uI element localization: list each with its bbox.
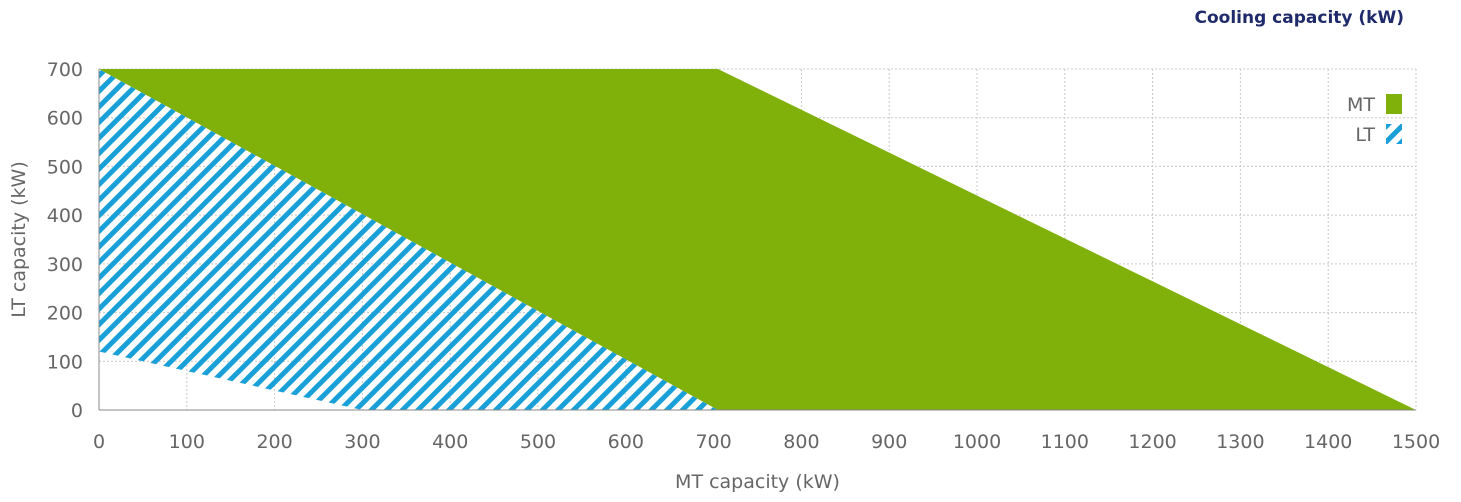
x-tick-label: 1300 [1216,431,1264,453]
legend: MT LT [1347,94,1402,146]
x-tick-label: 1000 [953,431,1001,453]
x-tick-label: 800 [783,431,819,453]
y-tick-label: 100 [47,351,83,373]
legend-swatch [1386,124,1402,144]
plot-areas [99,69,1416,410]
legend-item-mt: MT [1347,94,1402,116]
x-tick-label: 900 [871,431,907,453]
y-tick-label: 200 [47,303,83,325]
y-tick-label: 300 [47,254,83,276]
x-axis-label: MT capacity (kW) [675,471,840,493]
legend-item-lt: LT [1355,124,1402,146]
tick-labels: 0 100 200 300 400 500 600 700 800 900 1000 1100 1200… [47,59,1440,453]
x-tick-label: 300 [344,431,380,453]
y-axis-label: LT capacity (kW) [8,161,30,317]
y-tick-label: 700 [47,59,83,81]
legend-label: LT [1355,124,1375,146]
x-tick-label: 0 [93,431,105,453]
x-tick-label: 700 [695,431,731,453]
x-tick-label: 500 [520,431,556,453]
x-tick-label: 600 [608,431,644,453]
y-tick-label: 400 [47,205,83,227]
legend-swatch [1386,94,1402,114]
series-area-lt [99,69,718,410]
x-tick-label: 400 [432,431,468,453]
legend-label: MT [1347,94,1375,116]
x-tick-label: 1500 [1392,431,1440,453]
x-tick-label: 1400 [1304,431,1352,453]
x-tick-label: 200 [256,431,292,453]
x-tick-label: 100 [169,431,205,453]
series-area-mt [99,69,1416,410]
y-tick-label: 0 [71,400,83,422]
y-tick-label: 600 [47,108,83,130]
axes [98,69,1416,411]
x-tick-label: 1100 [1041,431,1089,453]
chart-title: Cooling capacity (kW) [1194,8,1405,28]
y-tick-label: 500 [47,156,83,178]
x-tick-label: 1200 [1128,431,1176,453]
